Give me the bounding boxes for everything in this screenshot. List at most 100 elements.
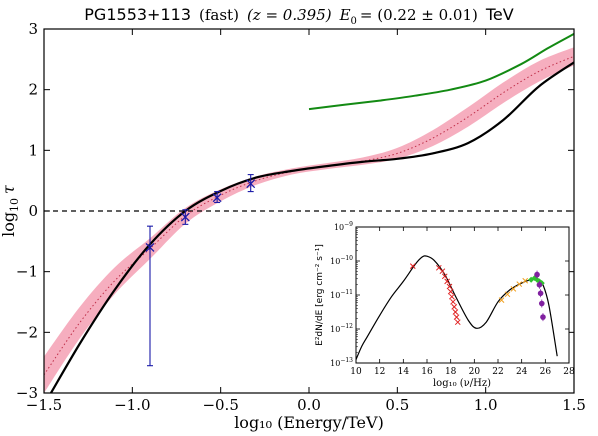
inset-x-tick: 16 <box>421 227 433 377</box>
sed-marker <box>540 314 546 320</box>
inset-background <box>356 227 569 363</box>
data-point <box>180 209 190 225</box>
inset-x-tick-label: 18 <box>445 367 457 377</box>
sed-points-optical <box>409 263 461 326</box>
data-marker-x <box>212 193 222 203</box>
sed-marker <box>450 298 456 305</box>
x-tick-label: −1.0 <box>114 396 150 414</box>
inset-x-tick: 24 <box>516 227 528 377</box>
sed-points-gamma-orange <box>498 277 529 303</box>
sed-marker <box>516 281 523 287</box>
x-tick: −1.0 <box>114 29 151 414</box>
inset-x-tick-label: 20 <box>469 367 481 377</box>
title-energy-unit: TeV <box>485 5 514 24</box>
sed-marker <box>498 297 505 303</box>
inset-y-tick-label: 10−11 <box>330 289 353 300</box>
x-tick: 1.5 <box>562 29 586 414</box>
inset-x-tick-label: 26 <box>540 367 552 377</box>
inset-x-tick: 12 <box>374 227 385 377</box>
inset-y-tick-label: 10−10 <box>330 255 353 266</box>
x-tick-label: 1.0 <box>474 396 498 414</box>
sed-marker <box>444 278 450 285</box>
y-axis-label-symbol: τ <box>0 184 18 194</box>
main-plot-area <box>44 33 574 393</box>
model-line-black <box>49 61 574 393</box>
inset-y-tick-label: 10−9 <box>334 221 353 232</box>
y-tick-label: 3 <box>28 20 38 38</box>
title-source: PG1553+113 <box>84 5 191 24</box>
title-energy-value: = (0.22 ± 0.01) <box>360 6 478 24</box>
y-tick-label: 1 <box>28 141 38 159</box>
x-tick: 0.0 <box>297 29 321 414</box>
title-mode: (fast) <box>199 6 239 24</box>
sed-marker <box>536 282 543 288</box>
y-tick-label: −1 <box>16 263 38 281</box>
sed-marker <box>453 314 460 320</box>
sed-marker <box>451 304 458 310</box>
y-axis-label-sub: 10 <box>8 198 21 212</box>
inset-x-tick-label: 12 <box>374 367 385 377</box>
inset-x-tick-label: 28 <box>563 367 575 377</box>
sed-marker <box>534 271 540 278</box>
title-energy-label: E <box>339 6 351 24</box>
y-axis-label: log10 τ <box>0 184 21 237</box>
inset-y-tick: 10−11 <box>330 262 569 300</box>
inset-x-tick: 18 <box>445 227 457 377</box>
sed-marker <box>454 319 461 326</box>
y-tick-label: −3 <box>16 384 38 402</box>
sed-marker <box>439 268 446 275</box>
sed-marker <box>538 300 545 307</box>
title-redshift: (z = 0.395) <box>247 6 332 24</box>
inset-x-tick-label: 14 <box>398 367 410 377</box>
inset-x-axis-label: log₁₀ (ν/Hz) <box>433 378 491 389</box>
inset-y-tick: 10−9 <box>334 221 569 232</box>
y-tick-label: 2 <box>28 81 38 99</box>
y-tick-label: −2 <box>16 323 38 341</box>
x-tick-label: 1.5 <box>562 396 586 414</box>
data-point <box>212 191 222 204</box>
sed-marker <box>510 286 517 292</box>
inset-x-tick-label: 16 <box>421 367 433 377</box>
y-tick-label: 0 <box>28 202 38 220</box>
inset-y-tick: 10−12 <box>330 296 569 334</box>
inset-y-tick-label: 10−13 <box>330 357 353 368</box>
sed-marker <box>441 273 448 280</box>
title-energy-sub: 0 <box>351 16 357 27</box>
inset-x-tick-label: 22 <box>492 367 503 377</box>
inset-x-tick: 20 <box>469 227 481 377</box>
inset-x-tick: 22 <box>492 227 504 377</box>
sed-marker <box>447 288 454 295</box>
data-point <box>246 174 256 193</box>
inset-x-tick: 14 <box>398 227 410 377</box>
data-marker-x <box>180 212 190 222</box>
inset-x-tick: 26 <box>540 227 552 377</box>
y-tick: −3 <box>16 384 574 402</box>
uncertainty-band <box>44 47 574 393</box>
inset-x-tick-label: 24 <box>516 367 528 377</box>
x-axis-label: log₁₀ (Energy/TeV) <box>234 413 384 432</box>
x-tick: 1.0 <box>474 29 498 414</box>
x-tick: −1.5 <box>26 29 62 414</box>
sed-marker <box>504 291 511 298</box>
y-tick: 2 <box>28 81 574 99</box>
chart-title: PG1553+113 (fast) (z = 0.395) E0 = (0.22 … <box>84 5 513 27</box>
model-line-green <box>308 33 574 111</box>
inset-y-tick: 10−10 <box>330 228 569 266</box>
y-axis-label-main: log <box>0 212 18 237</box>
y-tick: 1 <box>28 141 574 159</box>
x-tick: 0.5 <box>385 29 409 414</box>
inset-x-tick: 28 <box>563 227 575 377</box>
sed-points-tev-purple <box>534 270 546 322</box>
inset-x-tick-label: 10 <box>350 367 362 377</box>
data-marker-x <box>145 242 155 252</box>
x-tick: −0.5 <box>202 29 239 414</box>
sed-inset: 10 12 14 16 18 20 22 24 26 28 10−13 10−12 10−11 10−10… <box>330 221 575 377</box>
sed-marker <box>409 263 416 269</box>
inset-y-tick-label: 10−12 <box>330 323 353 334</box>
sed-marker <box>537 290 544 297</box>
inset-y-tick: 10−13 <box>330 330 569 368</box>
sed-marker <box>452 309 459 315</box>
x-tick-label: 0.0 <box>297 396 321 414</box>
